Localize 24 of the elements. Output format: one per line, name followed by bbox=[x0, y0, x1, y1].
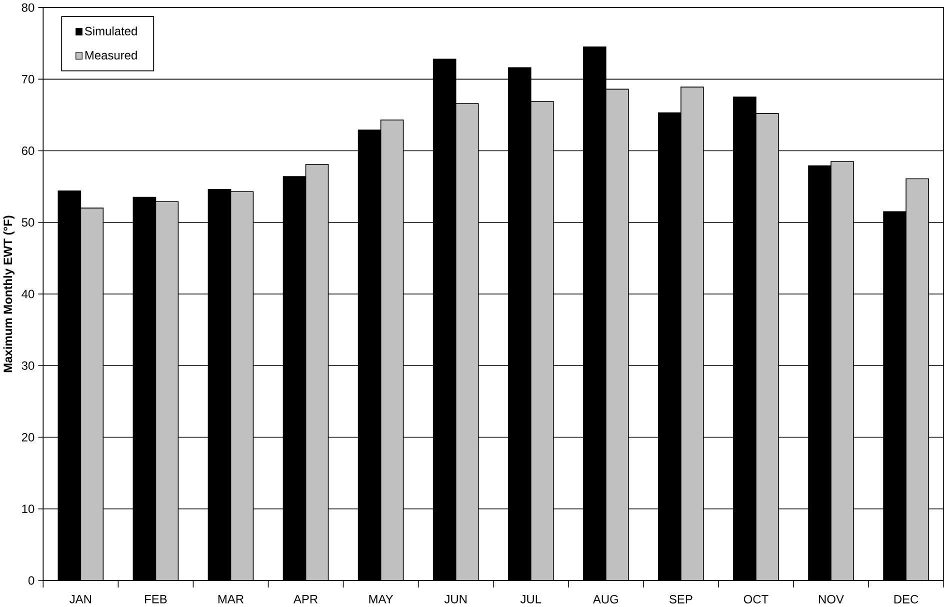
y-tick-label: 30 bbox=[22, 362, 34, 370]
x-tick-label: AUG bbox=[592, 595, 618, 604]
y-tick-label: 10 bbox=[22, 504, 34, 514]
x-tick-label: NOV bbox=[819, 595, 844, 604]
x-tick-label: JUL bbox=[520, 595, 542, 604]
y-tick-label: 70 bbox=[22, 75, 34, 84]
y-tick-label: 60 bbox=[22, 146, 34, 156]
y-tick-label: 40 bbox=[22, 290, 34, 298]
x-tick-label: OCT bbox=[744, 595, 768, 604]
x-tick-label: MAY bbox=[369, 595, 394, 604]
x-tick-label: APR bbox=[293, 595, 318, 604]
x-tick-label: DEC bbox=[894, 595, 918, 604]
y-tick-label: 80 bbox=[22, 3, 34, 12]
y-axis-title: Maximum Monthly EWT (°F) bbox=[3, 216, 14, 372]
y-tick-label: 0 bbox=[28, 576, 34, 585]
legend-label: Simulated bbox=[84, 26, 137, 36]
x-tick-label: MAR bbox=[218, 595, 244, 604]
legend-label: Measured bbox=[85, 50, 137, 60]
x-tick-label: FEB bbox=[145, 595, 167, 604]
y-tick-label: 50 bbox=[22, 218, 34, 227]
x-tick-label: JUN bbox=[444, 595, 466, 604]
y-tick-label: 20 bbox=[22, 433, 34, 442]
x-tick-label: SEP bbox=[670, 595, 692, 604]
x-tick-label: JAN bbox=[70, 595, 92, 604]
